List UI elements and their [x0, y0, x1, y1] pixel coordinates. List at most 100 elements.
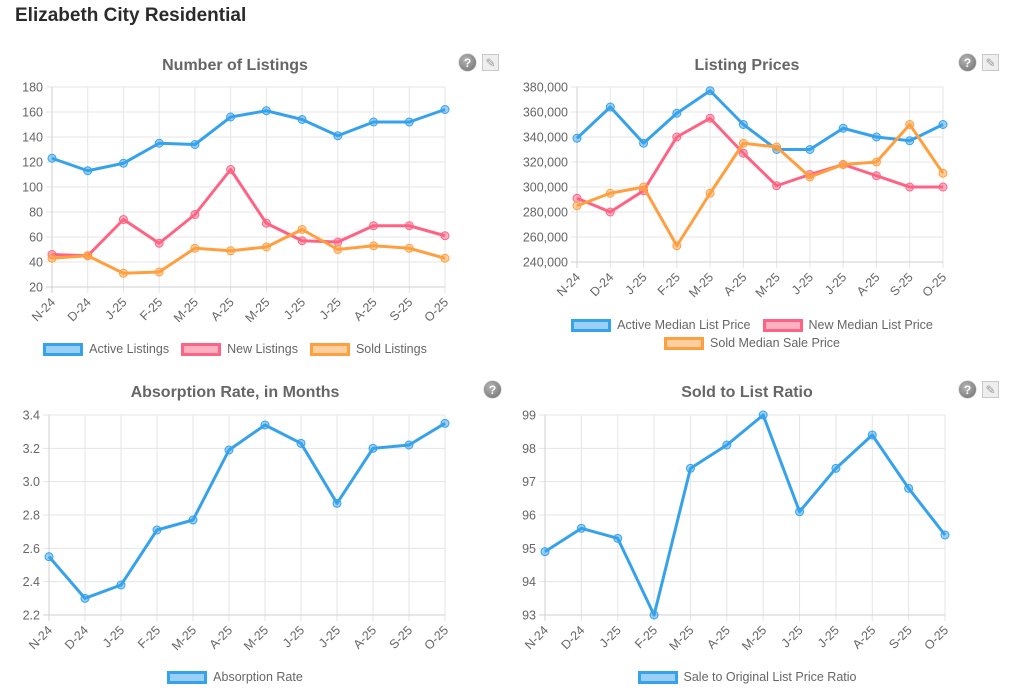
data-point[interactable]: [154, 267, 164, 277]
data-point[interactable]: [576, 523, 586, 533]
data-point[interactable]: [47, 153, 57, 163]
data-point[interactable]: [639, 138, 649, 148]
data-point[interactable]: [938, 168, 948, 178]
tool-icon[interactable]: ✎: [482, 54, 499, 71]
data-point[interactable]: [805, 145, 815, 154]
data-point[interactable]: [705, 86, 715, 96]
data-point[interactable]: [369, 221, 379, 231]
data-point[interactable]: [260, 420, 270, 430]
data-point[interactable]: [831, 463, 841, 473]
data-point[interactable]: [572, 201, 582, 211]
data-point[interactable]: [572, 133, 582, 143]
data-point[interactable]: [795, 507, 805, 517]
data-point[interactable]: [226, 112, 236, 122]
data-point[interactable]: [871, 132, 881, 142]
data-point[interactable]: [83, 166, 93, 176]
data-point[interactable]: [772, 181, 782, 191]
legend-item[interactable]: Absorption Rate: [167, 670, 303, 684]
data-point[interactable]: [871, 157, 881, 167]
data-point[interactable]: [758, 410, 768, 420]
data-point[interactable]: [938, 182, 948, 192]
data-point[interactable]: [368, 443, 378, 453]
legend-item[interactable]: Active Median List Price: [571, 318, 751, 332]
data-point[interactable]: [738, 148, 748, 158]
legend-item[interactable]: New Listings: [181, 342, 298, 356]
data-point[interactable]: [705, 188, 715, 198]
data-point[interactable]: [871, 171, 881, 181]
data-point[interactable]: [738, 138, 748, 148]
data-point[interactable]: [738, 120, 748, 129]
data-point[interactable]: [940, 530, 950, 540]
data-point[interactable]: [440, 418, 450, 428]
data-point[interactable]: [649, 610, 659, 620]
data-point[interactable]: [867, 430, 877, 440]
tool-icon[interactable]: ✎: [982, 381, 999, 398]
data-point[interactable]: [905, 120, 915, 129]
data-point[interactable]: [83, 251, 93, 261]
data-point[interactable]: [440, 231, 450, 241]
data-point[interactable]: [404, 243, 414, 253]
data-point[interactable]: [805, 172, 815, 182]
data-point[interactable]: [369, 241, 379, 251]
data-point[interactable]: [540, 547, 550, 557]
data-point[interactable]: [838, 160, 848, 169]
data-point[interactable]: [297, 115, 307, 124]
data-point[interactable]: [261, 242, 271, 252]
data-point[interactable]: [938, 120, 948, 129]
data-point[interactable]: [605, 102, 615, 112]
data-point[interactable]: [705, 113, 715, 123]
data-point[interactable]: [672, 241, 682, 251]
legend-item[interactable]: Sold Listings: [309, 342, 427, 356]
help-icon[interactable]: ?: [484, 381, 501, 398]
data-point[interactable]: [44, 552, 54, 562]
data-point[interactable]: [47, 253, 57, 263]
data-point[interactable]: [118, 158, 128, 168]
legend-item[interactable]: Sold Median Sale Price: [664, 336, 840, 350]
data-point[interactable]: [404, 221, 414, 231]
data-point[interactable]: [440, 253, 450, 263]
data-point[interactable]: [904, 483, 914, 493]
data-point[interactable]: [613, 533, 623, 543]
data-point[interactable]: [605, 207, 615, 217]
data-point[interactable]: [152, 525, 162, 535]
legend-item[interactable]: Sale to Original List Price Ratio: [637, 670, 857, 684]
data-point[interactable]: [369, 117, 379, 127]
tool-icon[interactable]: ✎: [982, 54, 999, 71]
data-point[interactable]: [224, 445, 234, 455]
data-point[interactable]: [154, 238, 164, 248]
data-point[interactable]: [905, 136, 915, 146]
data-point[interactable]: [722, 440, 732, 450]
data-point[interactable]: [190, 243, 200, 253]
data-point[interactable]: [404, 440, 414, 450]
data-point[interactable]: [572, 193, 582, 203]
data-point[interactable]: [905, 182, 915, 192]
data-point[interactable]: [261, 218, 271, 228]
data-point[interactable]: [296, 438, 306, 448]
data-point[interactable]: [440, 105, 450, 114]
data-point[interactable]: [226, 246, 236, 256]
data-point[interactable]: [672, 132, 682, 142]
data-point[interactable]: [333, 131, 343, 141]
data-point[interactable]: [672, 108, 682, 118]
data-point[interactable]: [190, 210, 200, 219]
data-point[interactable]: [154, 138, 164, 148]
data-point[interactable]: [838, 123, 848, 133]
data-point[interactable]: [297, 236, 307, 246]
data-point[interactable]: [639, 182, 649, 192]
data-point[interactable]: [333, 245, 343, 254]
data-point[interactable]: [332, 498, 342, 508]
legend-item[interactable]: New Median List Price: [762, 318, 933, 332]
data-point[interactable]: [188, 515, 198, 525]
data-point[interactable]: [118, 215, 128, 224]
data-point[interactable]: [80, 593, 90, 603]
data-point[interactable]: [226, 165, 236, 174]
data-point[interactable]: [685, 463, 695, 473]
data-point[interactable]: [116, 580, 126, 590]
data-point[interactable]: [333, 237, 343, 247]
help-icon[interactable]: ?: [959, 381, 976, 398]
data-point[interactable]: [605, 188, 615, 198]
data-point[interactable]: [118, 268, 128, 278]
help-icon[interactable]: ?: [959, 54, 976, 71]
data-point[interactable]: [261, 106, 271, 116]
data-point[interactable]: [772, 142, 782, 152]
